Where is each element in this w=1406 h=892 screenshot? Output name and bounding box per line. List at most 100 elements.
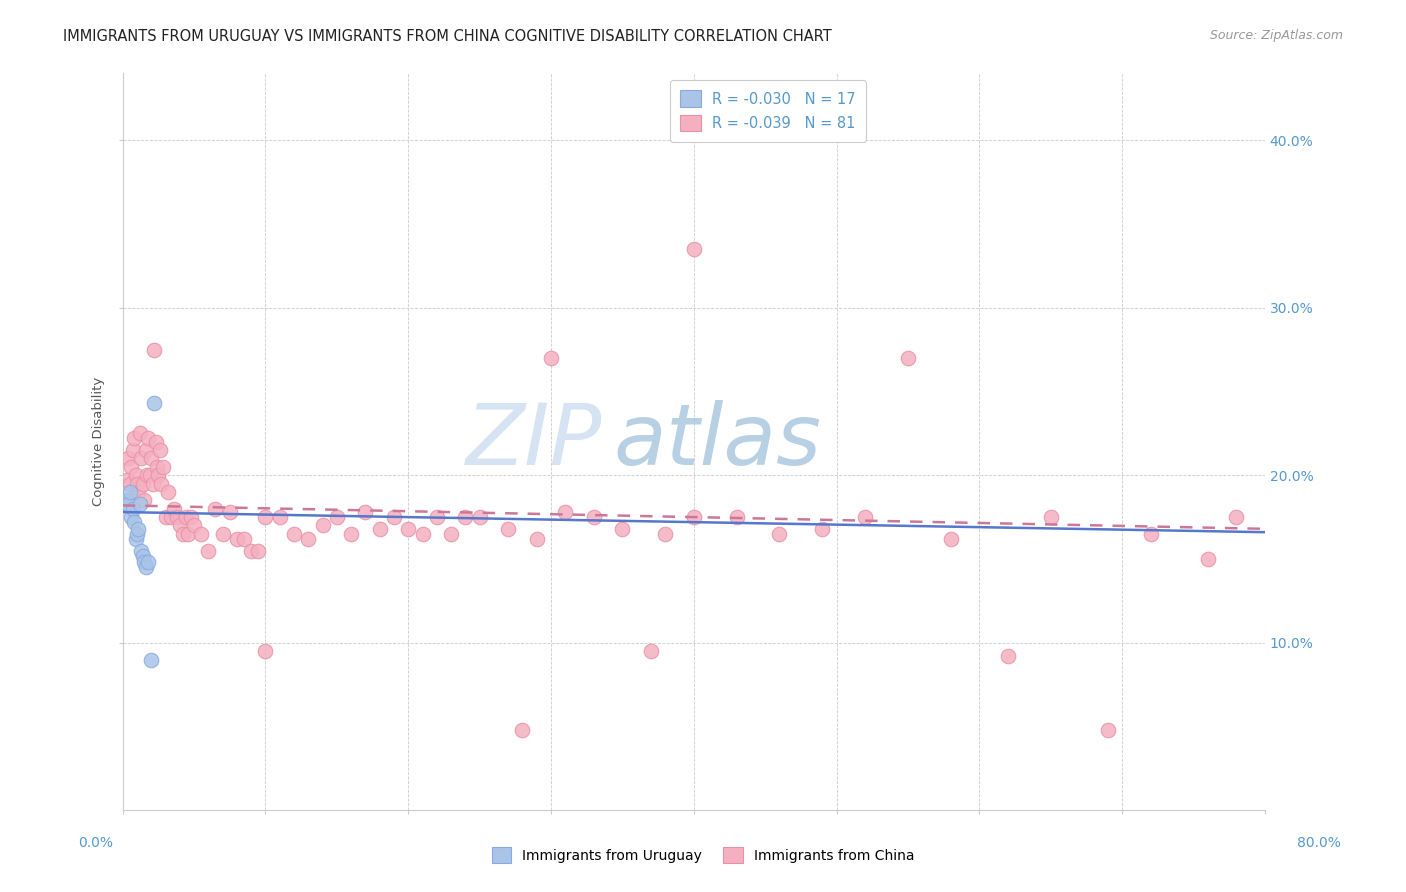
Point — [1225, 510, 1247, 524]
Point — [143, 396, 166, 410]
Point — [853, 510, 876, 524]
Text: 80.0%: 80.0% — [1296, 836, 1341, 850]
Point — [454, 510, 477, 524]
Point — [682, 242, 704, 256]
Point — [136, 468, 159, 483]
Point — [125, 476, 148, 491]
Point — [725, 510, 748, 524]
Point — [135, 443, 157, 458]
Point — [768, 527, 790, 541]
Legend: Immigrants from Uruguay, Immigrants from China: Immigrants from Uruguay, Immigrants from… — [486, 842, 920, 869]
Point — [121, 501, 143, 516]
Point — [226, 532, 249, 546]
Point — [247, 543, 270, 558]
Point — [654, 527, 676, 541]
Y-axis label: Cognitive Disability: Cognitive Disability — [93, 377, 105, 507]
Point — [180, 510, 202, 524]
Point — [211, 527, 233, 541]
Point — [163, 501, 186, 516]
Point — [117, 451, 139, 466]
Point — [183, 518, 205, 533]
Point — [157, 485, 180, 500]
Point — [1039, 510, 1062, 524]
Point — [612, 522, 634, 536]
Point — [554, 505, 576, 519]
Point — [412, 527, 434, 541]
Point — [132, 493, 155, 508]
Point — [160, 510, 183, 524]
Point — [129, 451, 152, 466]
Point — [396, 522, 419, 536]
Text: 0.0%: 0.0% — [79, 836, 112, 850]
Point — [131, 549, 153, 563]
Point — [311, 518, 333, 533]
Point — [426, 510, 449, 524]
Point — [197, 543, 219, 558]
Point — [897, 351, 920, 365]
Point — [997, 649, 1019, 664]
Point — [1097, 723, 1119, 737]
Point — [540, 351, 562, 365]
Point — [127, 485, 149, 500]
Point — [174, 510, 197, 524]
Point — [132, 555, 155, 569]
Legend: R = -0.030   N = 17, R = -0.039   N = 81: R = -0.030 N = 17, R = -0.039 N = 81 — [671, 80, 866, 142]
Point — [1197, 552, 1219, 566]
Point — [582, 510, 605, 524]
Point — [118, 485, 141, 500]
Point — [218, 505, 240, 519]
Point — [166, 510, 188, 524]
Point — [115, 493, 138, 508]
Point — [115, 473, 138, 487]
Point — [122, 515, 145, 529]
Point — [150, 476, 173, 491]
Point — [129, 543, 152, 558]
Point — [135, 560, 157, 574]
Point — [138, 431, 160, 445]
Point — [121, 443, 143, 458]
Point — [269, 510, 291, 524]
Point — [125, 527, 148, 541]
Point — [326, 510, 349, 524]
Point — [811, 522, 834, 536]
Point — [172, 527, 194, 541]
Point — [155, 510, 177, 524]
Point — [131, 476, 153, 491]
Point — [254, 510, 277, 524]
Point — [128, 426, 150, 441]
Point — [177, 527, 200, 541]
Point — [148, 468, 170, 483]
Point — [117, 497, 139, 511]
Point — [118, 476, 141, 491]
Point — [382, 510, 405, 524]
Point — [128, 497, 150, 511]
Point — [340, 527, 363, 541]
Point — [120, 459, 142, 474]
Point — [169, 518, 191, 533]
Point — [682, 510, 704, 524]
Point — [143, 343, 166, 357]
Point — [146, 459, 169, 474]
Point — [142, 476, 165, 491]
Point — [124, 532, 146, 546]
Point — [152, 459, 174, 474]
Text: Source: ZipAtlas.com: Source: ZipAtlas.com — [1209, 29, 1343, 42]
Point — [122, 431, 145, 445]
Point — [240, 543, 263, 558]
Text: IMMIGRANTS FROM URUGUAY VS IMMIGRANTS FROM CHINA COGNITIVE DISABILITY CORRELATIO: IMMIGRANTS FROM URUGUAY VS IMMIGRANTS FR… — [63, 29, 832, 44]
Point — [120, 510, 142, 524]
Point — [145, 434, 167, 449]
Point — [468, 510, 491, 524]
Point — [233, 532, 256, 546]
Point — [139, 468, 162, 483]
Point — [640, 644, 662, 658]
Point — [141, 451, 163, 466]
Point — [512, 723, 534, 737]
Point — [190, 527, 212, 541]
Point — [496, 522, 519, 536]
Point — [1139, 527, 1161, 541]
Point — [124, 468, 146, 483]
Point — [440, 527, 463, 541]
Point — [297, 532, 319, 546]
Text: ZIP: ZIP — [467, 401, 602, 483]
